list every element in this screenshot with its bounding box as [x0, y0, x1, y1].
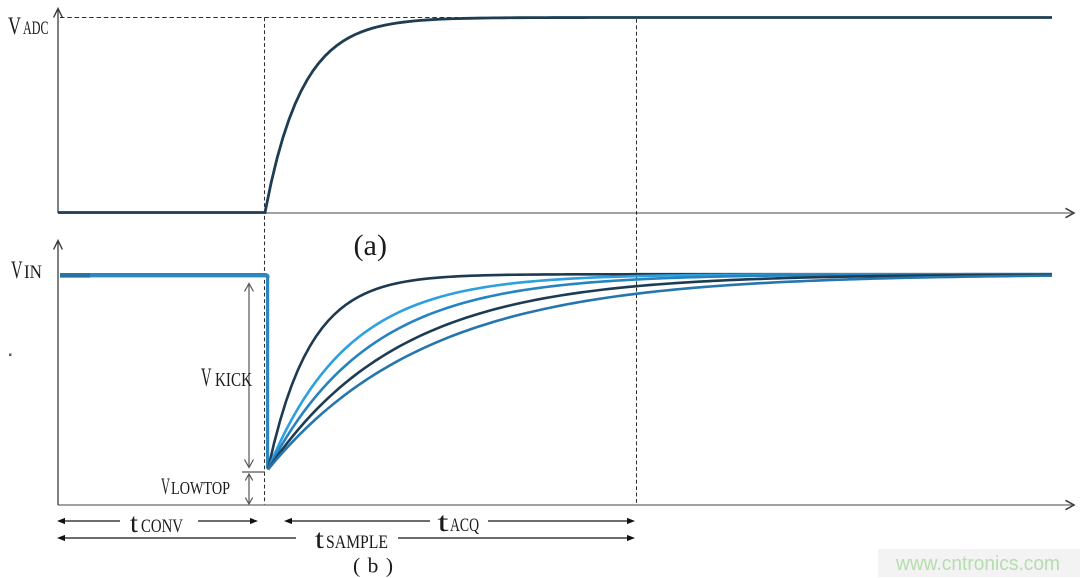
svg-text:V: V	[201, 363, 212, 392]
svg-text:ACQ: ACQ	[450, 515, 479, 536]
svg-text:www.cntronics.com: www.cntronics.com	[895, 552, 1060, 575]
svg-text:V: V	[161, 474, 170, 499]
svg-text:SAMPLE: SAMPLE	[326, 532, 388, 553]
svg-text:t: t	[438, 507, 450, 537]
svg-text:V: V	[8, 13, 21, 40]
svg-text:(a): (a)	[354, 229, 388, 262]
svg-text:IN: IN	[24, 262, 42, 283]
svg-text:ADC: ADC	[23, 18, 49, 39]
svg-text:V: V	[11, 257, 23, 284]
svg-text:LOWTOP: LOWTOP	[171, 478, 230, 498]
svg-text:t: t	[130, 508, 139, 538]
svg-text:KICK: KICK	[215, 369, 252, 391]
svg-text:(b): (b)	[353, 554, 393, 578]
svg-text:t: t	[315, 524, 325, 554]
svg-text:CONV: CONV	[141, 516, 183, 537]
